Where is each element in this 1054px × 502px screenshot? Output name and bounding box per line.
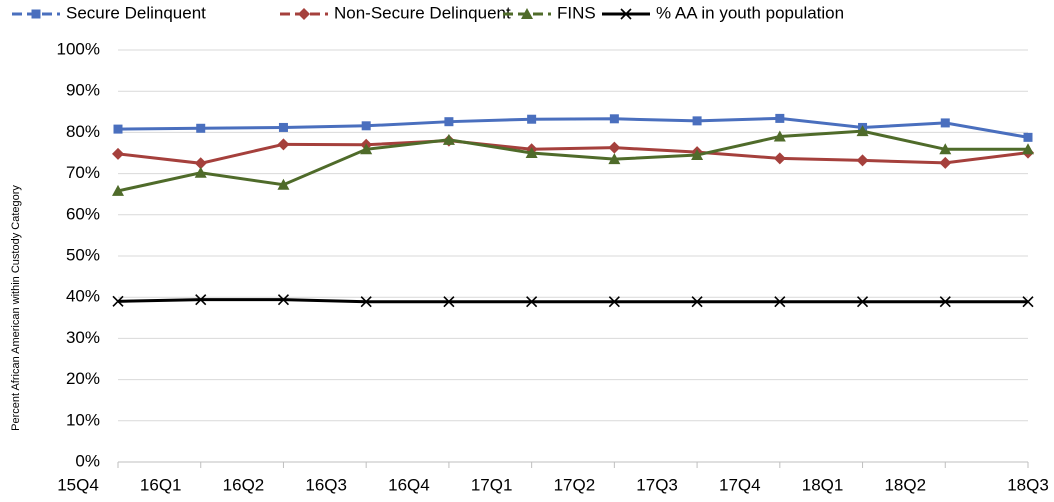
series-line (117, 298, 1028, 304)
point (196, 123, 206, 133)
y-tick-label: 40% (66, 287, 100, 306)
series-line (117, 139, 1029, 165)
y-axis-title: Percent African American within Custody … (10, 185, 22, 431)
y-tick-label: 80% (66, 122, 100, 141)
legend-label: Secure Delinquent (66, 3, 206, 22)
series-line (117, 129, 1028, 193)
y-tick-label: 30% (66, 328, 100, 347)
legend-label: FINS (557, 3, 596, 22)
point (940, 118, 950, 128)
point (856, 296, 869, 308)
point (444, 117, 454, 127)
point (774, 296, 786, 308)
point (856, 154, 869, 167)
point (775, 113, 785, 123)
x-tick-label: 16Q2 (223, 475, 265, 494)
point (773, 152, 786, 165)
x-tick-label: 15Q4 (57, 475, 99, 494)
point (360, 143, 373, 155)
y-tick-label: 70% (66, 163, 100, 182)
point (856, 125, 869, 137)
point (112, 295, 124, 307)
point (361, 121, 371, 131)
point (442, 133, 455, 145)
x-tick-label: 17Q3 (636, 475, 678, 494)
x-tick-label: 17Q4 (719, 475, 761, 494)
point (194, 157, 207, 170)
y-tick-label: 50% (66, 245, 100, 264)
point (194, 166, 207, 178)
point (1023, 132, 1033, 142)
point (609, 114, 619, 124)
series-line (117, 116, 1029, 139)
point (773, 130, 786, 142)
point (525, 147, 538, 158)
point (526, 296, 538, 308)
y-tick-label: 60% (66, 204, 100, 223)
legend-marker (620, 8, 632, 20)
point (1022, 143, 1034, 155)
y-tick-label: 20% (66, 369, 100, 388)
point (939, 143, 952, 155)
point (277, 178, 290, 190)
point (691, 296, 703, 308)
legend-label: % AA in youth population (656, 3, 844, 22)
point (195, 294, 207, 306)
x-tick-label: 16Q4 (388, 475, 430, 494)
y-tick-label: 0% (75, 451, 100, 470)
y-tick-label: 100% (57, 39, 100, 58)
legend-label: Non-Secure Delinquent (334, 3, 511, 22)
x-tick-label: 18Q2 (884, 475, 926, 494)
point (608, 296, 620, 308)
point (277, 138, 290, 151)
point (608, 153, 621, 165)
point (608, 141, 621, 154)
x-tick-label: 17Q2 (554, 475, 596, 494)
point (112, 184, 124, 196)
legend-marker (521, 8, 533, 19)
x-tick-label: 16Q3 (305, 475, 347, 494)
point (527, 114, 537, 124)
point (443, 296, 455, 308)
point (278, 122, 288, 132)
point (1022, 296, 1034, 308)
point (360, 296, 372, 308)
point (113, 124, 123, 134)
point (939, 296, 951, 308)
legend-marker (298, 8, 310, 20)
x-tick-label: 18Q1 (802, 475, 844, 494)
point (692, 116, 702, 126)
point (691, 149, 704, 161)
y-tick-label: 90% (66, 81, 100, 100)
x-tick-label: 17Q1 (471, 475, 513, 494)
x-tick-label: 18Q3 (1007, 475, 1049, 494)
legend-marker (31, 9, 41, 19)
x-tick-label: 16Q1 (140, 475, 182, 494)
point (277, 294, 290, 306)
point (112, 147, 124, 160)
y-tick-label: 10% (66, 410, 100, 429)
point (939, 156, 952, 169)
